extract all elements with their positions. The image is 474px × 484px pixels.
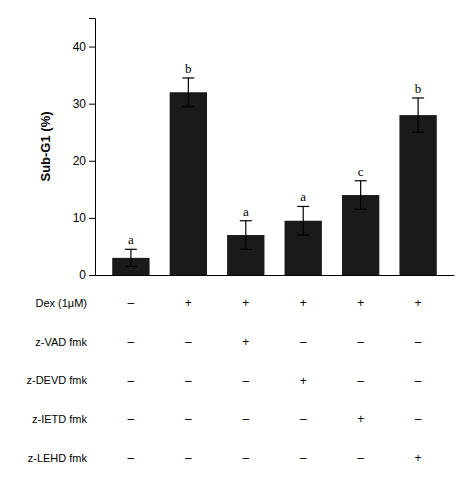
error-line bbox=[418, 98, 419, 132]
tick-mark bbox=[89, 104, 95, 105]
table-cell: – bbox=[128, 296, 135, 310]
annotations: a b a a c b bbox=[128, 61, 421, 247]
table-cell: + bbox=[185, 296, 192, 310]
tick-label: 20 bbox=[73, 154, 87, 168]
x-axis bbox=[96, 275, 455, 276]
error-bar bbox=[240, 221, 252, 250]
annotation: c bbox=[358, 164, 364, 179]
table-cell: + bbox=[357, 296, 364, 310]
table-cell: – bbox=[185, 335, 192, 349]
axis-line bbox=[89, 19, 96, 276]
error-line bbox=[412, 97, 424, 98]
table-cell: – bbox=[415, 335, 422, 349]
y-axis: 0 10 20 30 40 bbox=[73, 19, 96, 283]
table-cell: – bbox=[242, 374, 249, 388]
table-cell: + bbox=[300, 374, 307, 388]
error-line bbox=[412, 132, 424, 133]
table-row-label: z-IETD fmk bbox=[32, 413, 87, 425]
y-label: Sub-G1 (%) bbox=[38, 111, 53, 181]
table-cell: + bbox=[415, 451, 422, 465]
tick-mark bbox=[89, 161, 95, 162]
bar bbox=[170, 92, 207, 275]
table-cell: – bbox=[357, 335, 364, 349]
error-line bbox=[360, 181, 361, 210]
bar bbox=[399, 115, 436, 275]
tick-label: 40 bbox=[73, 40, 87, 54]
table-cell: – bbox=[357, 374, 364, 388]
tick: 40 bbox=[73, 40, 95, 54]
error-line bbox=[245, 221, 246, 250]
annotation: b bbox=[185, 61, 192, 76]
error-line bbox=[240, 220, 252, 221]
table-row-label: Dex (1μM) bbox=[35, 297, 87, 309]
error-line bbox=[303, 206, 304, 235]
chart: a b a a c b 0 10 20 30 40 Sub-G1 (%) Dex (1μM) – + + + + +… bbox=[0, 0, 474, 484]
table-cell: + bbox=[357, 412, 364, 426]
tick: 0 bbox=[79, 268, 95, 282]
table-cell: – bbox=[185, 412, 192, 426]
table-cell: + bbox=[415, 296, 422, 310]
table: Dex (1μM) – + + + + + z-VAD fmk – – + – – – z-DEVD fmk… bbox=[27, 296, 422, 464]
marks bbox=[112, 78, 437, 275]
tick-label: 30 bbox=[73, 97, 87, 111]
table-cell: – bbox=[300, 451, 307, 465]
tick-label: 10 bbox=[73, 211, 87, 225]
error-line bbox=[188, 78, 189, 107]
error-line bbox=[297, 234, 309, 235]
error-line bbox=[125, 266, 137, 267]
table-cell: – bbox=[128, 374, 135, 388]
table-cell: + bbox=[242, 335, 249, 349]
error-bar bbox=[412, 98, 424, 132]
error-bar bbox=[125, 249, 137, 266]
tick: 10 bbox=[73, 211, 95, 225]
error-bar bbox=[355, 181, 367, 210]
error-bar bbox=[182, 78, 194, 107]
annotation: a bbox=[128, 232, 134, 247]
axis-line bbox=[96, 275, 455, 276]
error-bar bbox=[297, 206, 309, 235]
table-cell: – bbox=[300, 335, 307, 349]
table-cell: + bbox=[300, 296, 307, 310]
table-cell: – bbox=[415, 374, 422, 388]
table-row-label: z-VAD fmk bbox=[35, 336, 87, 348]
table-cell: – bbox=[185, 451, 192, 465]
table-cell: – bbox=[128, 335, 135, 349]
tick-label: 0 bbox=[79, 268, 86, 282]
tick-mark bbox=[89, 47, 95, 48]
tick-mark bbox=[89, 275, 95, 276]
annotation: a bbox=[243, 204, 249, 219]
table-cell: – bbox=[242, 451, 249, 465]
error-line bbox=[355, 180, 367, 181]
annotation: b bbox=[415, 81, 422, 96]
error-line bbox=[182, 77, 194, 78]
tick: 20 bbox=[73, 154, 95, 168]
plot: a b a a c b 0 10 20 30 40 Sub-G1 (%) bbox=[38, 19, 455, 283]
table-row-label: z-LEHD fmk bbox=[28, 452, 88, 464]
table-cell: – bbox=[415, 412, 422, 426]
table-cell: – bbox=[185, 374, 192, 388]
tick-mark bbox=[89, 218, 95, 219]
error-line bbox=[125, 249, 137, 250]
error-line bbox=[182, 106, 194, 107]
table-cell: – bbox=[128, 451, 135, 465]
error-line bbox=[130, 249, 131, 266]
annotation: a bbox=[300, 189, 306, 204]
error-line bbox=[355, 209, 367, 210]
table-cell: – bbox=[300, 412, 307, 426]
table-row-label: z-DEVD fmk bbox=[27, 374, 88, 386]
error-line bbox=[297, 206, 309, 207]
table-cell: – bbox=[242, 412, 249, 426]
tick: 30 bbox=[73, 97, 95, 111]
table-cell: – bbox=[128, 412, 135, 426]
table-cell: + bbox=[242, 296, 249, 310]
table-cell: – bbox=[357, 451, 364, 465]
error-line bbox=[240, 249, 252, 250]
